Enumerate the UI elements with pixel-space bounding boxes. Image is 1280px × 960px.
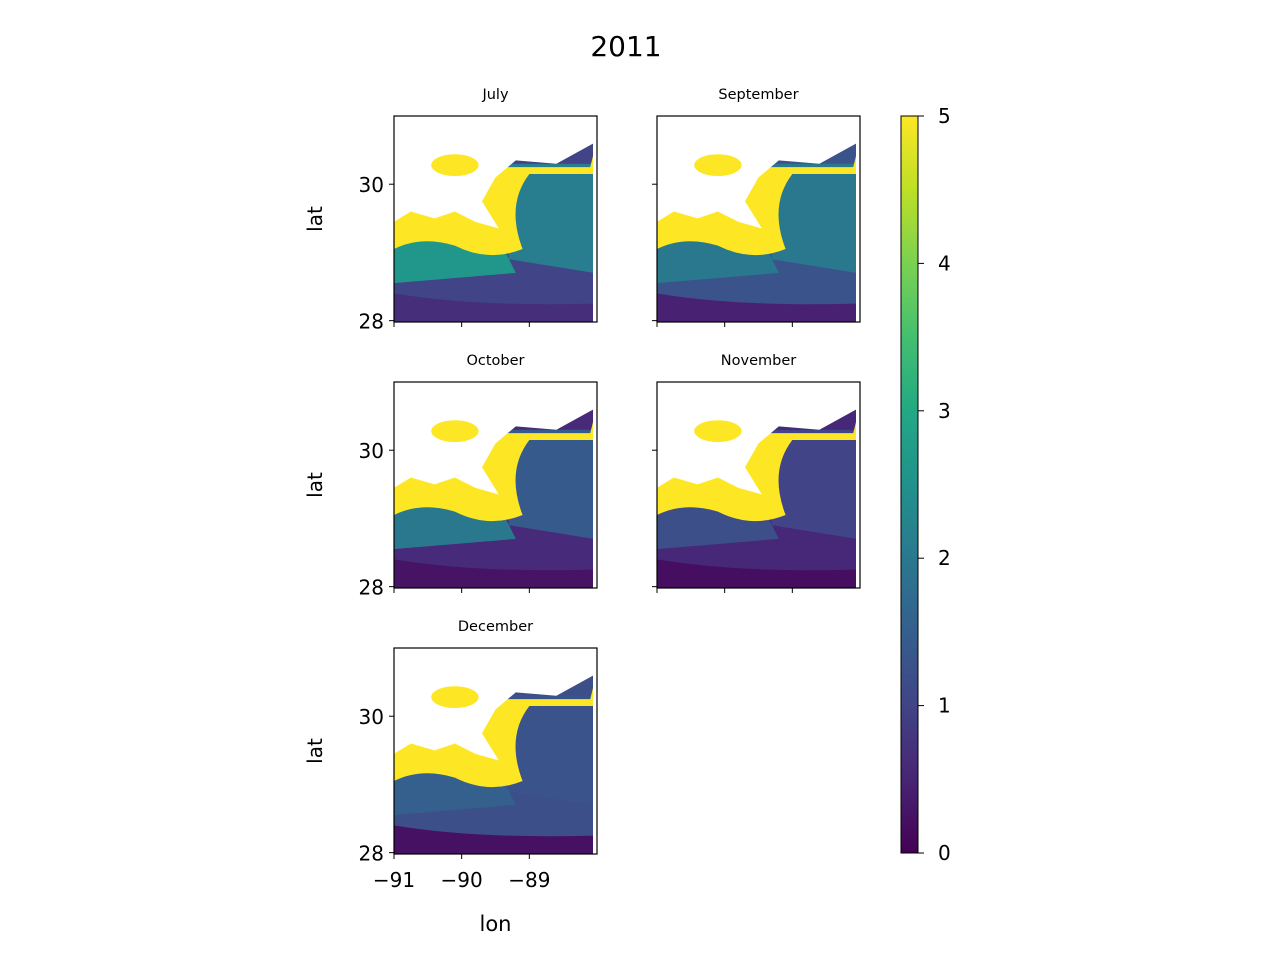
edge-mask (856, 146, 860, 322)
colorbar-tick-label: 1 (938, 694, 951, 718)
land-mask (657, 382, 857, 495)
y-tick-label: 28 (359, 310, 384, 334)
land-mask (394, 382, 594, 495)
east-water (498, 163, 594, 273)
colorbar-tick-label: 2 (938, 546, 951, 570)
panel-december: December 28 30 −91 −90 −89 lat lon (303, 619, 598, 936)
south-water (394, 293, 594, 322)
x-tick-label: −89 (508, 868, 550, 892)
heatmap-field (657, 116, 860, 322)
panel-july: July 28 30 lat (303, 87, 598, 334)
land-mask (394, 648, 594, 761)
west-shelf (394, 494, 516, 550)
west-shelf (657, 494, 779, 550)
land-mask (657, 116, 857, 229)
west-shelf (657, 228, 779, 284)
panel-title: December (458, 619, 533, 635)
east-water (498, 695, 594, 805)
west-shelf (394, 760, 516, 816)
y-tick-label: 28 (359, 842, 384, 866)
y-axis-label: lat (303, 206, 327, 232)
heatmap-field (394, 382, 597, 588)
x-tick-label: −90 (441, 868, 483, 892)
colorbar-tick-label: 4 (938, 251, 951, 275)
west-shelf (394, 228, 516, 284)
south-water (394, 825, 594, 854)
y-axis-label: lat (303, 738, 327, 764)
panel-november: November (652, 353, 861, 593)
lake-feature (694, 420, 742, 443)
colorbar-tick-label: 0 (938, 841, 951, 865)
panels: July 28 30 lat September October 28 30 lat Novemb… (303, 87, 861, 936)
lake-feature (694, 154, 742, 177)
colorbar-tick-label: 5 (938, 104, 951, 128)
heatmap-field (394, 648, 597, 854)
panel-october: October 28 30 lat (303, 353, 598, 600)
south-water (657, 559, 857, 588)
edge-mask (856, 412, 860, 588)
y-tick-label: 30 (359, 705, 384, 729)
lake-feature (431, 154, 479, 177)
heatmap-field (657, 382, 860, 588)
panel-frame (393, 381, 598, 589)
x-axis-label: lon (480, 912, 512, 936)
south-water (394, 559, 594, 588)
colorbar-tick-label: 3 (938, 399, 951, 423)
y-tick-label: 28 (359, 576, 384, 600)
panel-title: July (481, 87, 508, 103)
east-water (498, 429, 594, 539)
east-water (761, 429, 857, 539)
edge-mask (593, 412, 597, 588)
panel-frame (393, 115, 598, 323)
panel-frame (656, 115, 861, 323)
x-tick-label: −91 (373, 868, 415, 892)
panel-title: November (721, 353, 796, 369)
colorbar-gradient (900, 115, 919, 854)
lake-feature (431, 686, 479, 709)
panel-title: September (718, 87, 798, 103)
panel-frame (393, 647, 598, 855)
panel-title: October (466, 353, 524, 369)
east-water (761, 163, 857, 273)
land-mask (394, 116, 594, 229)
panel-frame (656, 381, 861, 589)
colorbar-ticks: 0 1 2 3 4 5 (918, 104, 951, 865)
colorbar: 0 1 2 3 4 5 (900, 104, 951, 865)
edge-mask (593, 146, 597, 322)
edge-mask (593, 678, 597, 854)
figure-title: 2011 (590, 30, 661, 63)
lake-feature (431, 420, 479, 443)
y-tick-label: 30 (359, 439, 384, 463)
south-water (657, 293, 857, 322)
panel-september: September (652, 87, 861, 327)
y-axis-label: lat (303, 472, 327, 498)
y-tick-label: 30 (359, 173, 384, 197)
heatmap-field (394, 116, 597, 322)
